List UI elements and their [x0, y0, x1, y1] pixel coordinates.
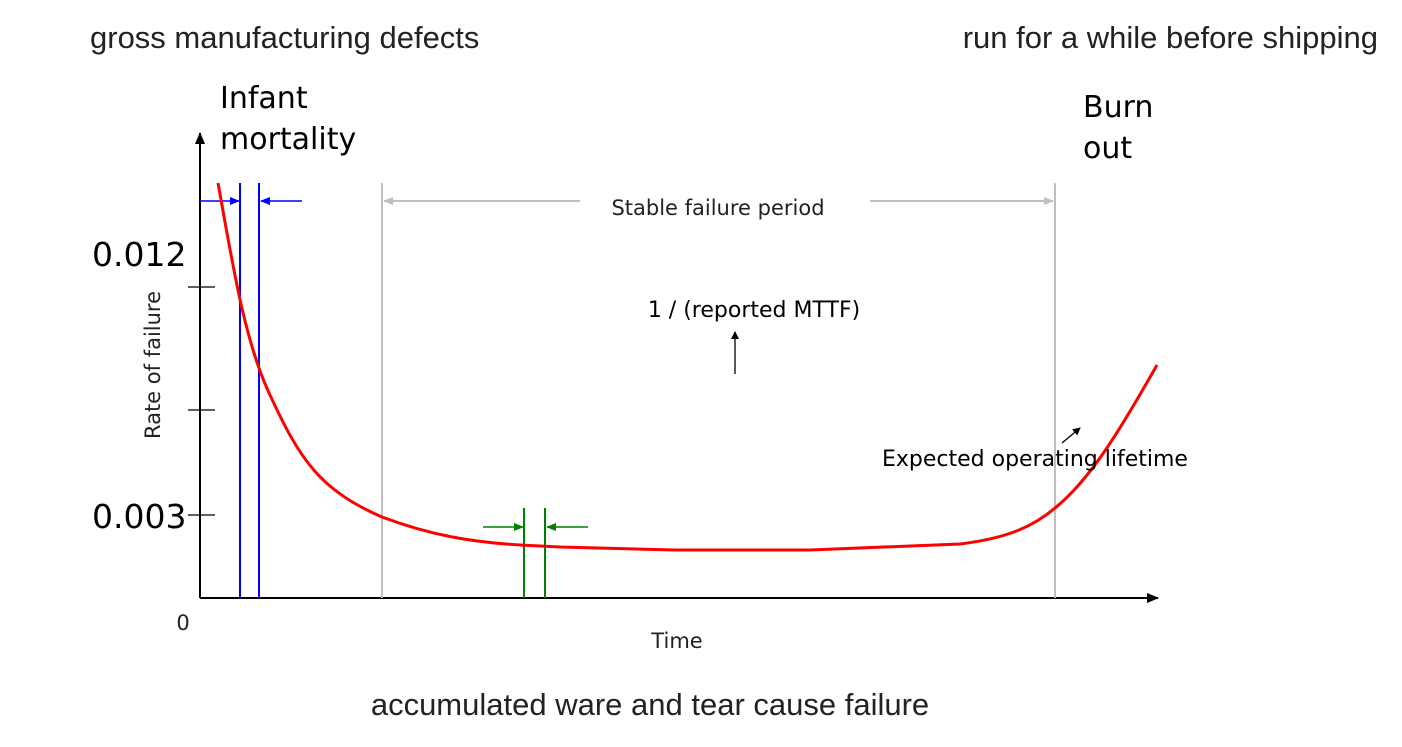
lifetime-arrow [1061, 427, 1081, 444]
failure-rate-curve [216, 182, 1159, 552]
infant-label-line2: mortality [220, 122, 356, 157]
infant-label-line1: Infant [220, 81, 308, 116]
y-tick-label-low: 0.003 [92, 497, 186, 536]
burnout-label-line2: out [1083, 131, 1132, 166]
origin-label: 0 [176, 611, 189, 635]
burnout-label-line1: Burn [1083, 90, 1153, 125]
stable-period-label: Stable failure period [611, 196, 824, 220]
y-axis-label: Rate of failure [141, 291, 165, 439]
mttf-label: 1 / (reported MTTF) [648, 298, 860, 323]
annotation-bottom: accumulated ware and tear cause failure [371, 687, 929, 722]
lifetime-label: Expected operating lifetime [882, 447, 1188, 472]
y-tick-label-high: 0.012 [92, 235, 186, 274]
annotation-top-left: gross manufacturing defects [90, 20, 479, 55]
annotation-top-right: run for a while before shipping [963, 20, 1378, 55]
x-axis-label: Time [650, 629, 702, 653]
